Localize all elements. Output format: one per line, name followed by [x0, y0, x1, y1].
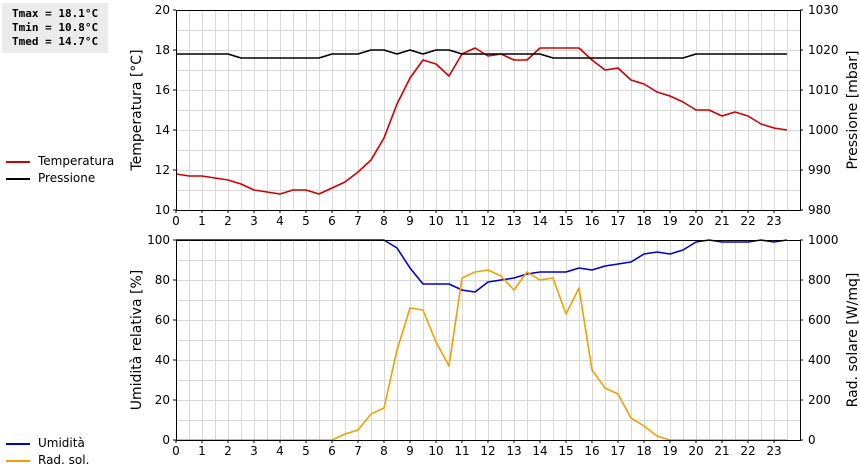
y-right-tick-label: 990 [808, 163, 831, 177]
legend-item-pressione: Pressione [0, 171, 150, 188]
y-right-tick-label: 980 [808, 203, 831, 217]
x-tick-label: 5 [302, 214, 310, 228]
x-tick-label: 15 [558, 214, 573, 228]
x-tick-label: 11 [454, 214, 469, 228]
x-tick-label: 21 [714, 444, 729, 458]
y-left-tick-label: 80 [155, 273, 170, 287]
legend-swatch-radsol [6, 460, 30, 462]
x-tick-label: 0 [172, 214, 180, 228]
x-tick-label: 19 [662, 214, 677, 228]
x-tick-label: 8 [380, 444, 388, 458]
legend-item-umidita: Umidità [0, 436, 150, 453]
x-tick-label: 22 [740, 214, 755, 228]
x-tick-label: 6 [328, 444, 336, 458]
legend-bottom: Umidità Rad. sol. [0, 436, 150, 470]
x-tick-label: 12 [480, 214, 495, 228]
x-tick-label: 1 [198, 214, 206, 228]
x-tick-label: 17 [610, 444, 625, 458]
y-right-tick-label: 600 [808, 313, 831, 327]
series-line-pressione [176, 49, 787, 59]
y-left-axis-label: Umidità relativa [%] [129, 270, 145, 411]
stats-box: Tmax = 18.1°C Tmin = 10.8°C Tmed = 14.7°… [2, 3, 108, 53]
x-tick-label: 7 [354, 214, 362, 228]
y-right-axis-label: Pressione [mbar] [845, 50, 860, 169]
y-right-tick-label: 1020 [808, 43, 839, 57]
y-left-tick-label: 0 [162, 433, 170, 447]
x-tick-label: 16 [584, 214, 599, 228]
x-tick-label: 10 [428, 214, 443, 228]
x-tick-label: 22 [740, 444, 755, 458]
x-tick-label: 19 [662, 444, 677, 458]
x-tick-label: 2 [224, 444, 232, 458]
legend-item-temperatura: Temperatura [0, 154, 150, 171]
x-tick-label: 7 [354, 444, 362, 458]
x-tick-label: 13 [506, 444, 521, 458]
x-tick-label: 14 [532, 214, 547, 228]
x-tick-label: 23 [766, 214, 781, 228]
legend-swatch-pressione [6, 178, 30, 180]
y-right-axis-label: Rad. solare [W/mq] [845, 273, 860, 408]
y-right-tick-label: 800 [808, 273, 831, 287]
y-right-tick-label: 200 [808, 393, 831, 407]
legend-top: Temperatura Pressione [0, 154, 150, 188]
y-right-tick-label: 1000 [808, 233, 839, 247]
x-tick-label: 18 [636, 444, 651, 458]
x-tick-label: 3 [250, 214, 258, 228]
x-tick-label: 18 [636, 214, 651, 228]
legend-label-temperatura: Temperatura [38, 154, 115, 168]
x-tick-label: 14 [532, 444, 547, 458]
y-left-tick-label: 20 [155, 393, 170, 407]
y-left-tick-label: 14 [155, 123, 170, 137]
weather-charts: 0 1 2 3 4 5 6 7 8 9 10 11 12 13 14 15 16 17 18 19 20 21 22 2310… [129, 3, 860, 458]
chart-panel-1: 0 1 2 3 4 5 6 7 8 9 10 11 12 13 14 15 16 17 18 19 20 21 22 2310… [129, 3, 860, 228]
tmed-stat: Tmed = 14.7°C [12, 35, 99, 48]
x-tick-label: 12 [480, 444, 495, 458]
tmin-stat: Tmin = 10.8°C [12, 21, 99, 34]
y-left-axis-label: Temperatura [°C] [129, 49, 145, 171]
x-tick-label: 4 [276, 214, 284, 228]
x-tick-label: 20 [688, 444, 703, 458]
y-left-tick-label: 16 [155, 83, 170, 97]
y-left-tick-label: 10 [155, 203, 170, 217]
legend-label-pressione: Pressione [38, 171, 96, 185]
x-tick-label: 4 [276, 444, 284, 458]
x-tick-label: 15 [558, 444, 573, 458]
y-left-tick-label: 60 [155, 313, 170, 327]
x-tick-label: 1 [198, 444, 206, 458]
x-tick-label: 16 [584, 444, 599, 458]
legend-swatch-umidita [6, 443, 30, 445]
legend-label-umidita: Umidità [38, 436, 85, 450]
y-left-tick-label: 20 [155, 3, 170, 17]
x-tick-label: 17 [610, 214, 625, 228]
x-tick-label: 23 [766, 444, 781, 458]
x-tick-label: 13 [506, 214, 521, 228]
x-tick-label: 11 [454, 444, 469, 458]
y-right-tick-label: 1030 [808, 3, 839, 17]
tmax-stat: Tmax = 18.1°C [12, 7, 99, 20]
x-tick-label: 2 [224, 214, 232, 228]
x-tick-label: 3 [250, 444, 258, 458]
x-tick-label: 10 [428, 444, 443, 458]
y-right-tick-label: 0 [808, 433, 816, 447]
y-left-tick-label: 12 [155, 163, 170, 177]
legend-swatch-temperatura [6, 161, 30, 163]
y-left-tick-label: 40 [155, 353, 170, 367]
y-right-tick-label: 400 [808, 353, 831, 367]
y-left-tick-label: 100 [147, 233, 170, 247]
x-tick-label: 9 [406, 214, 414, 228]
x-tick-label: 6 [328, 214, 336, 228]
x-tick-label: 9 [406, 444, 414, 458]
x-tick-label: 21 [714, 214, 729, 228]
series-line-temperatura [175, 47, 788, 195]
x-tick-label: 0 [172, 444, 180, 458]
x-tick-label: 8 [380, 214, 388, 228]
x-tick-label: 20 [688, 214, 703, 228]
y-left-tick-label: 18 [155, 43, 170, 57]
legend-label-radsol: Rad. sol. [38, 453, 90, 467]
y-right-tick-label: 1010 [808, 83, 839, 97]
chart-panel-2: 0 1 2 3 4 5 6 7 8 9 10 11 12 13 14 15 16 17 18 19 20 21 22 2302… [129, 233, 860, 458]
y-right-tick-label: 1000 [808, 123, 839, 137]
x-tick-label: 5 [302, 444, 310, 458]
legend-item-radsol: Rad. sol. [0, 453, 150, 470]
